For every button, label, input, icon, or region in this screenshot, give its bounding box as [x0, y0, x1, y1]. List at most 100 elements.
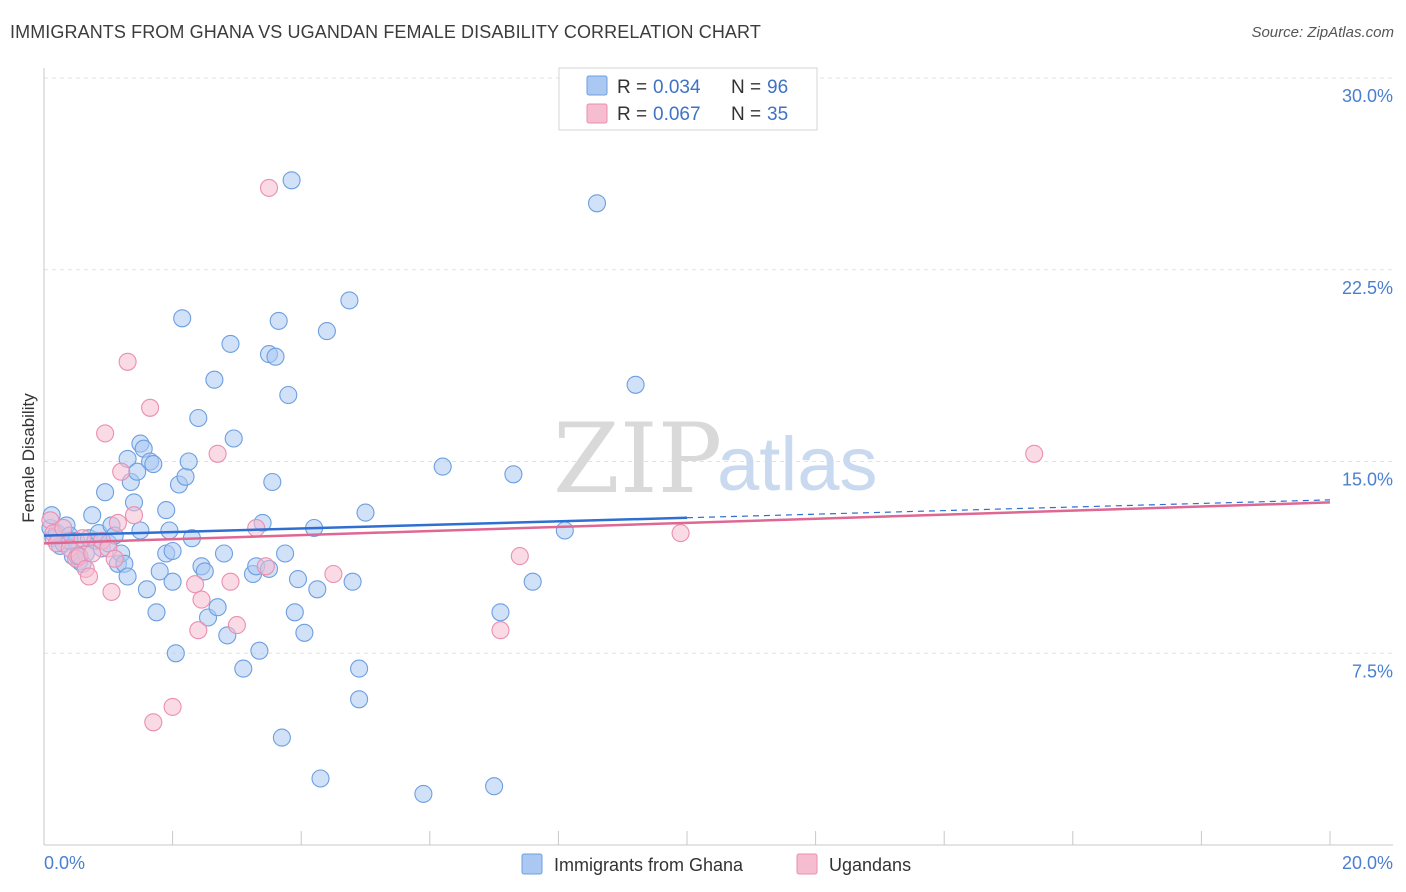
point-ugandans: [192, 590, 211, 609]
point-ugandans: [112, 462, 131, 481]
point-ghana: [166, 644, 185, 663]
point-ghana: [350, 659, 369, 678]
y-tick-label: 30.0%: [1342, 86, 1393, 106]
point-ugandans: [102, 582, 121, 601]
watermark-atlas: atlas: [717, 422, 878, 507]
point-ghana: [350, 690, 369, 709]
point-ghana: [147, 603, 166, 622]
point-ghana: [272, 728, 291, 747]
legend-n-value-ghana: 96: [767, 77, 788, 98]
point-ghana: [176, 467, 195, 486]
grid-layer: [44, 77, 1393, 654]
legend-bottom-swatch-ghana[interactable]: [521, 853, 543, 875]
point-ghana: [173, 309, 192, 328]
point-ugandans: [73, 529, 92, 548]
point-ghana: [356, 503, 375, 522]
trend-line-ghana-extension: [686, 499, 1331, 519]
point-ugandans: [118, 352, 137, 371]
legend-r-value-ugandans: 0.067: [653, 104, 701, 125]
point-ugandans: [671, 524, 690, 543]
legend-n-value-ugandans: 35: [767, 104, 788, 125]
point-ghana: [279, 385, 298, 405]
x-tick-label-min: 0.0%: [44, 853, 85, 873]
point-ghana: [555, 521, 574, 540]
legend-bottom-label-ugandans[interactable]: Ugandans: [829, 855, 911, 875]
chart-title: IMMIGRANTS FROM GHANA VS UGANDAN FEMALE …: [10, 22, 761, 42]
point-ghana: [317, 322, 336, 341]
point-ugandans: [144, 713, 163, 732]
point-ugandans: [256, 557, 275, 576]
legend-bottom: Immigrants from Ghana Ugandans: [521, 853, 911, 875]
point-ghana: [276, 544, 295, 563]
point-ghana: [208, 598, 227, 617]
point-ghana: [160, 521, 179, 540]
legend-r-label-ugandans: R =: [617, 104, 647, 125]
point-ugandans: [186, 575, 205, 594]
legend-swatch-ugandans: [586, 103, 608, 124]
point-ghana: [144, 455, 163, 474]
point-ugandans: [141, 398, 160, 417]
axes: [43, 68, 1393, 846]
point-ghana: [433, 457, 452, 476]
point-ugandans: [108, 513, 127, 532]
point-ugandans: [324, 564, 343, 584]
point-ghana: [308, 580, 327, 599]
point-ghana: [250, 641, 269, 660]
legend-r-value-ghana: 0.034: [653, 77, 701, 98]
point-ugandans: [79, 567, 99, 586]
y-axis-label: Female Disability: [19, 393, 38, 523]
y-tick-label: 7.5%: [1352, 661, 1393, 681]
point-ugandans: [510, 547, 529, 566]
point-ugandans: [105, 549, 124, 568]
point-ugandans: [247, 518, 266, 538]
point-ugandans: [124, 506, 144, 525]
point-ghana: [205, 370, 224, 389]
point-ghana: [587, 194, 607, 213]
point-ugandans: [96, 424, 115, 443]
point-ghana: [311, 769, 330, 788]
point-ghana: [157, 501, 176, 520]
y-tick-label: 22.5%: [1342, 278, 1393, 298]
point-ghana: [485, 777, 504, 796]
point-ghana: [282, 171, 301, 190]
point-ugandans: [83, 544, 102, 563]
legend-n-label-ugandans: N =: [731, 104, 761, 125]
point-ghana: [131, 521, 150, 540]
trend-line-ghana: [43, 516, 688, 537]
point-ugandans: [221, 572, 240, 591]
point-ghana: [179, 452, 198, 471]
point-ghana: [96, 483, 115, 502]
watermark: ZIP atlas: [553, 403, 878, 515]
point-ugandans: [163, 697, 182, 716]
x-tick-label-max: 20.0%: [1342, 853, 1393, 873]
point-ugandans: [189, 621, 208, 640]
point-ghana: [83, 506, 102, 525]
point-ghana: [163, 541, 182, 561]
y-tick-labels: 7.5% 15.0% 22.5% 30.0%: [1342, 86, 1393, 681]
point-ghana: [295, 623, 314, 642]
point-ugandans: [259, 178, 279, 197]
point-ghana: [491, 603, 510, 622]
legend-bottom-label-ghana[interactable]: Immigrants from Ghana: [554, 855, 744, 875]
point-ghana: [626, 375, 645, 394]
point-ghana: [221, 334, 240, 353]
point-ghana: [414, 784, 433, 803]
point-ghana: [288, 570, 308, 589]
point-ghana: [504, 465, 523, 484]
point-ghana: [340, 291, 359, 310]
x-tick-marks: [172, 831, 1331, 845]
point-ghana: [523, 572, 542, 591]
point-ugandans: [1025, 444, 1044, 463]
trend-line-ugandans: [43, 501, 1331, 545]
legend-swatch-ghana: [586, 75, 608, 96]
point-ghana: [150, 562, 169, 581]
watermark-zip: ZIP: [553, 403, 722, 515]
legend-r-label-ghana: R =: [617, 77, 647, 98]
point-ghana: [266, 347, 285, 366]
chart-source: Source: ZipAtlas.com: [1251, 24, 1394, 41]
legend-bottom-swatch-ugandans[interactable]: [796, 853, 818, 875]
point-ghana: [214, 544, 234, 563]
point-ghana: [118, 567, 137, 586]
y-tick-label: 15.0%: [1342, 470, 1393, 490]
